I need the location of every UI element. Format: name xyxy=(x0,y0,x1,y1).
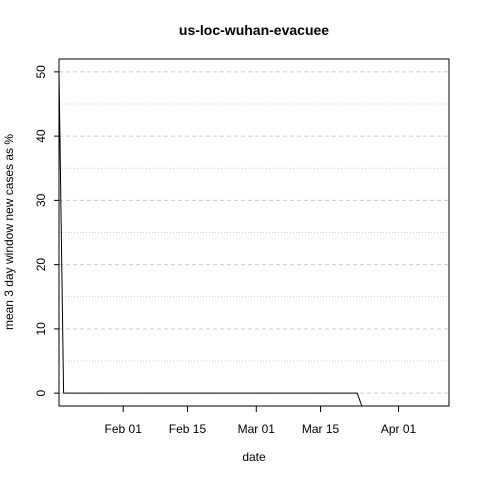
grid xyxy=(59,71,449,394)
x-axis: Feb 01 Feb 15 Mar 01 Mar 15 Apr 01 xyxy=(105,406,417,436)
y-axis-label: mean 3 day window new cases as % xyxy=(2,134,16,330)
x-tick-label: Mar 01 xyxy=(238,422,276,436)
y-tick-label: 10 xyxy=(34,322,48,336)
y-tick-label: 20 xyxy=(34,258,48,272)
x-tick-label: Apr 01 xyxy=(381,422,417,436)
y-tick-label: 50 xyxy=(34,65,48,79)
plot-frame xyxy=(58,58,450,407)
y-tick-label: 30 xyxy=(34,193,48,207)
x-tick-label: Mar 15 xyxy=(302,422,340,436)
x-tick-label: Feb 15 xyxy=(169,422,207,436)
y-tick-label: 0 xyxy=(34,389,48,396)
x-tick-label: Feb 01 xyxy=(105,422,143,436)
series-layer xyxy=(58,71,363,407)
chart-title: us-loc-wuhan-evacuee xyxy=(179,22,329,38)
y-axis: 0 10 20 30 40 50 xyxy=(34,65,59,396)
x-axis-label: date xyxy=(242,450,266,464)
series-line xyxy=(58,71,363,407)
y-tick-label: 40 xyxy=(34,129,48,143)
